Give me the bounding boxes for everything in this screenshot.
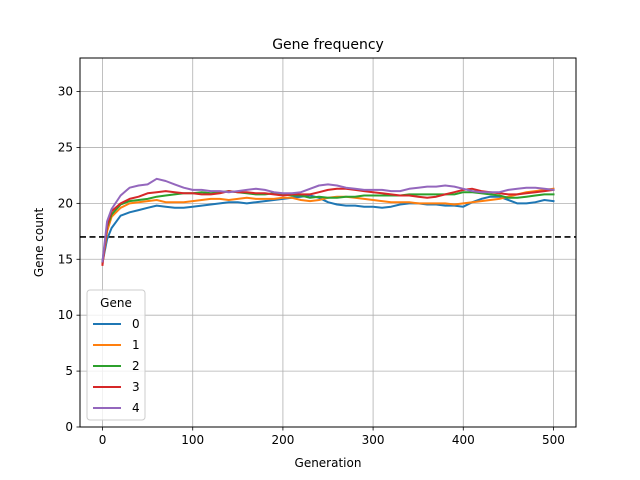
series-line-gene-0 — [101, 194, 555, 264]
series-layer — [101, 177, 555, 267]
y-tick-label: 25 — [58, 140, 73, 154]
series-line-gene-3 — [101, 187, 555, 267]
x-axis-label: Generation — [295, 456, 362, 470]
x-tick-label: 0 — [99, 433, 107, 447]
y-tick-label: 5 — [65, 364, 73, 378]
plot-frame — [79, 57, 577, 428]
y-axis-label: Gene count — [32, 208, 46, 278]
series-line-gene-2 — [101, 190, 555, 263]
legend-label-gene-1: 1 — [132, 338, 140, 352]
legend-label-gene-2: 2 — [132, 359, 140, 373]
y-tick-label: 10 — [58, 308, 73, 322]
grid — [80, 58, 576, 428]
legend-label-gene-3: 3 — [132, 380, 140, 394]
x-tick-label: 400 — [452, 433, 475, 447]
y-tick-label: 0 — [65, 420, 73, 434]
y-tick-label: 30 — [58, 85, 73, 99]
legend-title: Gene — [100, 296, 132, 310]
legend-label-gene-4: 4 — [132, 401, 140, 415]
x-tick-label: 200 — [271, 433, 294, 447]
x-tick-label: 100 — [181, 433, 204, 447]
x-tick-label: 500 — [542, 433, 565, 447]
chart-title: Gene frequency — [272, 37, 384, 53]
y-tick-label: 20 — [58, 196, 73, 210]
x-tick-label: 300 — [362, 433, 385, 447]
series-line-gene-4 — [101, 177, 555, 263]
legend-label-gene-0: 0 — [132, 317, 140, 331]
y-tick-label: 15 — [58, 252, 73, 266]
series-line-gene-1 — [101, 187, 555, 265]
